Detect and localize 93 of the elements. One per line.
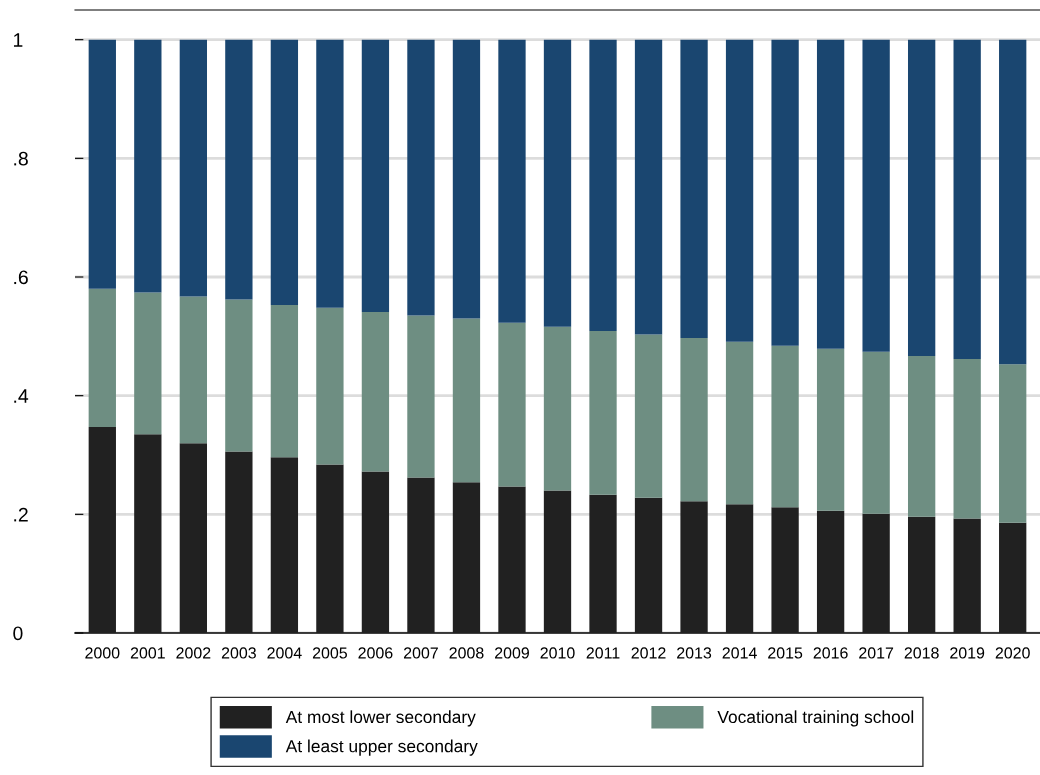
- x-tick-label: 2005: [312, 647, 347, 659]
- bar: [999, 39, 1027, 365]
- bar: [498, 39, 526, 323]
- x-tick-label: 2016: [813, 647, 848, 659]
- x-tick-label: 2015: [768, 647, 803, 659]
- x-tick-label: 2008: [449, 647, 484, 659]
- bar: [953, 358, 981, 519]
- bar: [316, 464, 344, 633]
- bar: [908, 355, 936, 517]
- bar: [634, 497, 663, 633]
- bar: [179, 296, 207, 444]
- x-tick-label: 2000: [85, 647, 120, 659]
- bar: [999, 364, 1027, 523]
- bar: [999, 522, 1027, 633]
- x-tick-label: 2014: [722, 647, 757, 659]
- bar: [452, 318, 481, 483]
- bar: [816, 348, 845, 511]
- bar: [589, 494, 617, 633]
- bar: [407, 477, 435, 633]
- bar: [725, 39, 754, 342]
- bar: [225, 299, 253, 452]
- bar: [179, 443, 207, 633]
- bar: [316, 307, 344, 465]
- y-tick-label: .8: [14, 151, 28, 166]
- bar: [680, 501, 708, 633]
- x-tick-label: 2011: [586, 647, 620, 659]
- bar: [543, 326, 572, 491]
- bar: [361, 39, 390, 313]
- bar: [88, 288, 116, 428]
- bar: [88, 427, 116, 633]
- bar: [179, 39, 207, 297]
- bar: [498, 486, 526, 633]
- bar: [543, 39, 572, 327]
- bar: [634, 39, 663, 335]
- bar: [908, 516, 936, 633]
- bar: [953, 518, 981, 633]
- y-tick-label: 0: [13, 626, 23, 641]
- bar: [498, 322, 526, 487]
- bar: [771, 345, 799, 508]
- bar: [680, 39, 708, 339]
- y-tick-label: .2: [14, 507, 28, 522]
- bar: [816, 39, 845, 349]
- x-tick-label: 2018: [904, 647, 939, 659]
- x-tick-label: 2004: [267, 647, 302, 659]
- x-tick-label: 2006: [358, 647, 393, 659]
- legend-label: At least upper secondary: [285, 739, 478, 756]
- x-tick-label: 2020: [995, 647, 1030, 659]
- bar: [771, 507, 799, 633]
- bar: [270, 457, 299, 633]
- bar: [270, 39, 299, 305]
- legend-label: At most lower secondary: [285, 710, 476, 727]
- bar: [589, 39, 617, 331]
- bar: [407, 315, 435, 478]
- bar: [816, 510, 845, 633]
- bar: [270, 304, 299, 458]
- bar: [953, 39, 981, 359]
- bar: [225, 451, 253, 633]
- bar: [88, 39, 116, 289]
- bar: [680, 338, 708, 502]
- bar: [407, 39, 435, 316]
- x-tick-label: 2003: [221, 647, 256, 659]
- bar: [452, 482, 481, 633]
- bar: [634, 334, 663, 498]
- x-tick-label: 2007: [403, 647, 438, 659]
- bar: [862, 513, 890, 633]
- x-tick-label: 2017: [859, 647, 894, 659]
- bar: [589, 330, 617, 495]
- bar: [725, 341, 754, 505]
- y-tick-label: .6: [14, 270, 28, 285]
- x-tick-label: 2013: [677, 647, 712, 659]
- x-tick-label: 2019: [950, 647, 985, 659]
- bar: [908, 39, 936, 356]
- bar: [134, 292, 162, 435]
- x-tick-label: 2009: [495, 647, 529, 659]
- bar: [862, 351, 890, 514]
- bar: [361, 312, 390, 472]
- bar: [862, 39, 890, 352]
- x-tick-label: 2012: [631, 647, 666, 659]
- x-tick-label: 2010: [540, 647, 575, 659]
- y-tick-label: .4: [14, 389, 29, 403]
- bar: [543, 490, 572, 633]
- bar: [316, 39, 344, 308]
- x-tick-label: 2002: [176, 647, 211, 659]
- y-tick-label: 1: [13, 33, 23, 47]
- legend-label: Vocational training school: [717, 710, 914, 727]
- bar: [361, 471, 390, 633]
- bar: [134, 39, 162, 293]
- bar: [225, 39, 253, 300]
- bar: [452, 39, 481, 319]
- x-tick-label: 2001: [130, 647, 165, 659]
- bar: [725, 504, 754, 633]
- bar: [134, 434, 162, 633]
- bar: [771, 39, 799, 346]
